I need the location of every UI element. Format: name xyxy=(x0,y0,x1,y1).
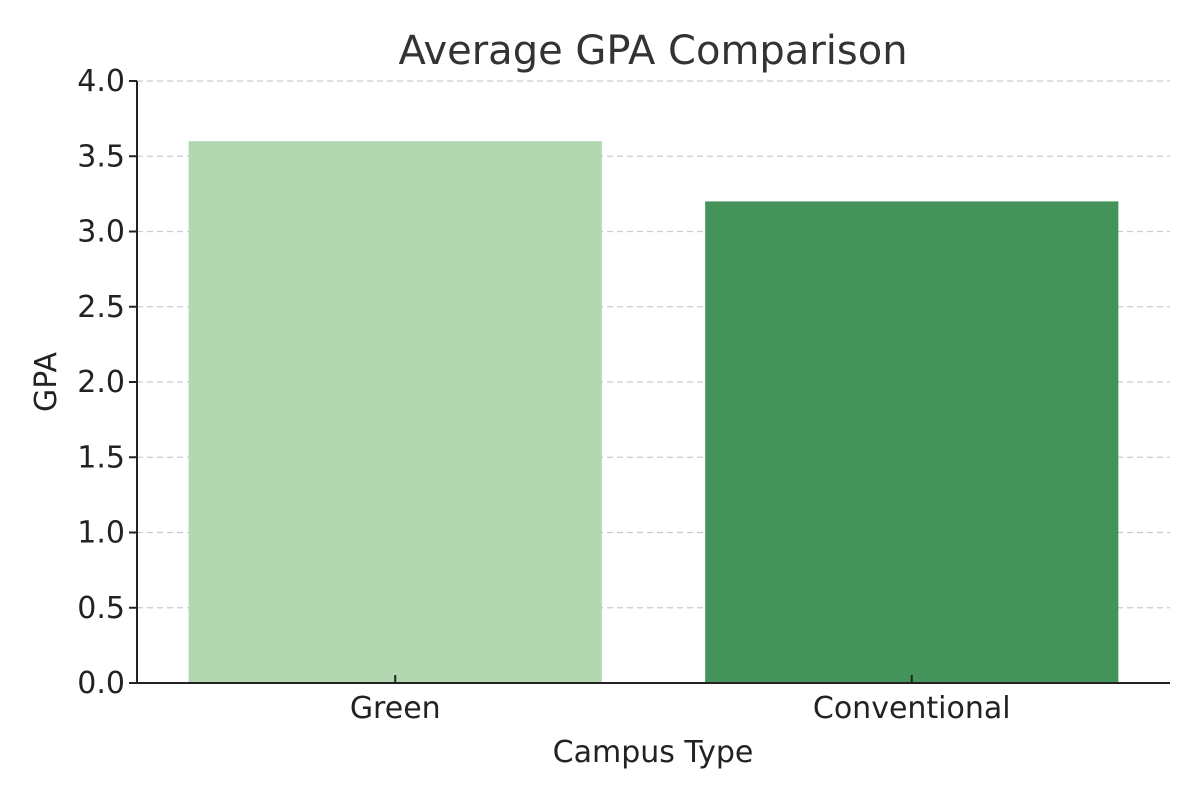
y-tick-label: 0.5 xyxy=(77,591,125,626)
y-tick-label: 1.0 xyxy=(77,516,125,551)
x-tick-label: Conventional xyxy=(813,691,1011,726)
bar-conventional xyxy=(705,201,1119,683)
bar-green xyxy=(188,141,602,683)
y-axis-ticks: 0.0 0.5 1.0 1.5 2.0 2.5 3.0 3.5 4.0 xyxy=(77,64,137,701)
x-axis-label: Campus Type xyxy=(553,735,754,770)
x-axis-ticks: Green Conventional xyxy=(350,675,1011,726)
y-tick-label: 2.0 xyxy=(77,365,125,400)
bars xyxy=(188,141,1119,683)
y-tick-label: 0.0 xyxy=(77,666,125,701)
y-tick-label: 3.5 xyxy=(77,139,125,174)
y-tick-label: 4.0 xyxy=(77,64,125,99)
y-tick-label: 1.5 xyxy=(77,440,125,475)
y-tick-label: 3.0 xyxy=(77,215,125,250)
y-tick-label: 2.5 xyxy=(77,290,125,325)
chart-title: Average GPA Comparison xyxy=(398,28,907,74)
x-tick-label: Green xyxy=(350,691,441,726)
y-axis-label: GPA xyxy=(29,352,64,412)
